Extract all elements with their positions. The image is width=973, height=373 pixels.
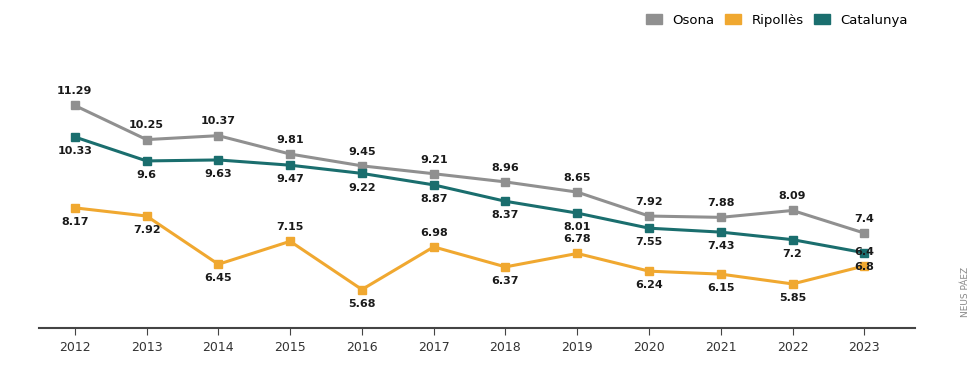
Text: 6.45: 6.45 [204,273,233,283]
Text: 9.6: 9.6 [136,170,157,180]
Text: 10.33: 10.33 [57,146,92,156]
Text: 11.29: 11.29 [57,86,92,96]
Legend: Osona, Ripollès, Catalunya: Osona, Ripollès, Catalunya [646,13,908,26]
Text: 7.15: 7.15 [276,222,304,232]
Text: 9.81: 9.81 [276,135,304,145]
Text: 6.24: 6.24 [635,280,663,290]
Text: 6.78: 6.78 [563,234,591,244]
Text: 9.47: 9.47 [276,175,304,184]
Text: 8.01: 8.01 [563,222,591,232]
Text: 8.09: 8.09 [778,191,807,201]
Text: 5.85: 5.85 [779,293,807,303]
Text: Taxa bruta de natalitat per cada 1.000 habitants a Osona, Ripollès i Catalunya: Taxa bruta de natalitat per cada 1.000 h… [12,16,721,32]
Text: 10.37: 10.37 [200,116,235,126]
Text: 8.17: 8.17 [61,217,89,227]
Text: NEUS PÁEZ: NEUS PÁEZ [961,267,970,317]
Text: 7.92: 7.92 [635,197,663,207]
Text: 6.8: 6.8 [854,262,875,272]
Text: 6.15: 6.15 [707,283,735,293]
Text: 7.43: 7.43 [707,241,735,251]
Text: 7.55: 7.55 [635,237,663,247]
Text: 7.2: 7.2 [782,249,803,259]
Text: 7.92: 7.92 [132,225,161,235]
Text: 9.21: 9.21 [420,154,448,164]
Text: 10.25: 10.25 [129,120,164,131]
Text: 8.96: 8.96 [491,163,520,173]
Text: 8.65: 8.65 [563,173,591,183]
Text: 6.4: 6.4 [854,247,875,257]
Text: Font: Idescat: Font: Idescat [884,18,961,31]
Text: 6.37: 6.37 [491,276,520,286]
Text: 9.45: 9.45 [348,147,376,157]
Text: 9.22: 9.22 [348,182,376,192]
Text: 5.68: 5.68 [348,299,376,309]
Text: 7.4: 7.4 [854,214,875,224]
Text: 6.98: 6.98 [419,228,448,238]
Text: 9.63: 9.63 [204,169,233,179]
Text: 7.88: 7.88 [707,198,735,208]
Text: 8.87: 8.87 [420,194,448,204]
Text: 8.37: 8.37 [491,210,520,220]
